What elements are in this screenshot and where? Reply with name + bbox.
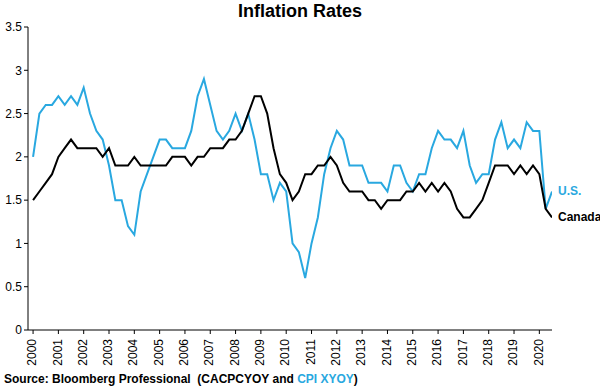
svg-text:3.5: 3.5: [8, 20, 22, 34]
html-text:Source: Bloomberg Professional: Source: Bloomberg Professional (CACPCYOY…: [4, 372, 358, 386]
svg-text:2013: 2013: [354, 339, 368, 366]
svg-text:2003: 2003: [101, 339, 115, 366]
svg-text:2002: 2002: [76, 339, 90, 366]
svg-text:Canada: Canada: [558, 210, 592, 224]
svg-text:2016: 2016: [430, 339, 444, 366]
svg-text:0: 0: [15, 323, 22, 337]
svg-text:2015: 2015: [405, 339, 419, 366]
svg-text:2017: 2017: [456, 339, 470, 366]
svg-text:2.5: 2.5: [8, 107, 22, 121]
svg-text:2018: 2018: [481, 339, 495, 366]
svg-text:2: 2: [15, 150, 22, 164]
svg-text:2000: 2000: [25, 339, 39, 366]
svg-text:2006: 2006: [177, 339, 191, 366]
svg-text:2007: 2007: [202, 339, 216, 366]
html-text:Inflation Rates: Inflation Rates: [238, 1, 362, 21]
svg-text:2020: 2020: [532, 339, 546, 366]
svg-text:1: 1: [15, 237, 22, 251]
svg-text:U.S.: U.S.: [558, 184, 581, 198]
svg-text:2001: 2001: [51, 339, 65, 366]
svg-text:2005: 2005: [152, 339, 166, 366]
svg-text:2009: 2009: [253, 339, 267, 366]
svg-text:2004: 2004: [126, 339, 140, 366]
svg-text:2008: 2008: [228, 339, 242, 366]
svg-text:1.5: 1.5: [8, 193, 22, 207]
svg-text:0.5: 0.5: [8, 280, 22, 294]
svg-text:2019: 2019: [506, 339, 520, 366]
svg-text:3: 3: [15, 64, 22, 78]
svg-text:2012: 2012: [329, 339, 343, 366]
svg-text:2010: 2010: [278, 339, 292, 366]
svg-text:2014: 2014: [380, 339, 394, 366]
svg-text:2011: 2011: [304, 339, 318, 365]
